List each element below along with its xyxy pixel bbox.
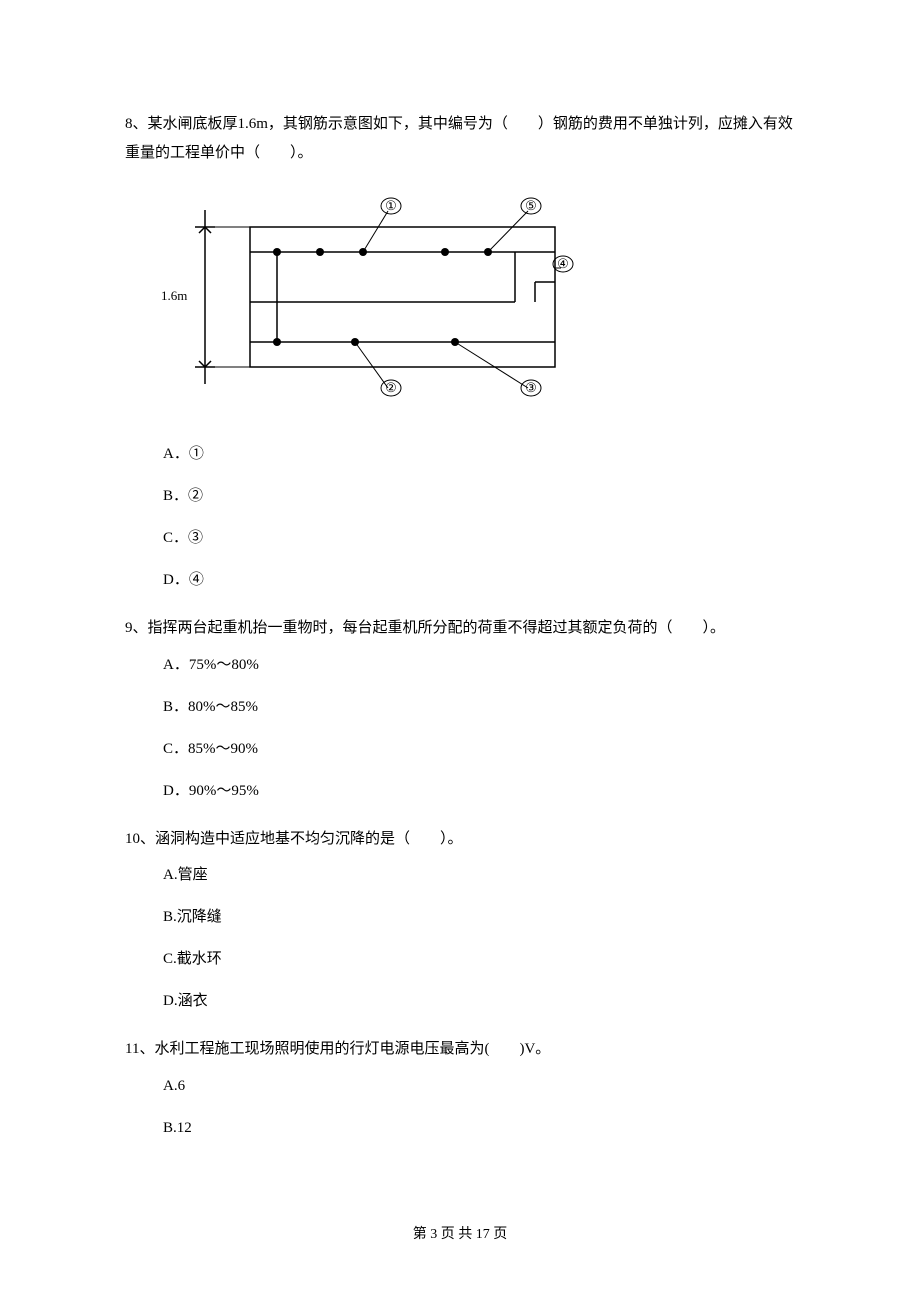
page-number: 第 3 页 共 17 页 xyxy=(413,1227,508,1242)
question-10: 10、涵洞构造中适应地基不均匀沉降的是（ ）。 A.管座 B.沉降缝 C.截水环… xyxy=(125,825,795,1014)
question-11-options: A.6 B.12 xyxy=(125,1074,795,1140)
option-10-d: D.涵衣 xyxy=(163,989,795,1013)
page-footer: 第 3 页 共 17 页 xyxy=(0,1222,920,1247)
option-8-a: A．① xyxy=(163,442,795,466)
option-10-c: C.截水环 xyxy=(163,947,795,971)
option-9-c: C．85%～90% xyxy=(163,737,795,761)
question-10-options: A.管座 B.沉降缝 C.截水环 D.涵衣 xyxy=(125,863,795,1013)
question-8-body: 某水闸底板厚1.6m，其钢筋示意图如下，其中编号为（ ）钢筋的费用不单独计列，应… xyxy=(125,116,793,161)
option-11-b: B.12 xyxy=(163,1116,795,1140)
question-11-number: 11、 xyxy=(125,1041,154,1057)
svg-text:④: ④ xyxy=(557,256,569,271)
question-8-options: A．① B．② C．③ D．④ xyxy=(125,442,795,592)
question-10-number: 10、 xyxy=(125,831,155,847)
option-9-d: D．90%～95% xyxy=(163,779,795,803)
question-11: 11、水利工程施工现场照明使用的行灯电源电压最高为( )V。 A.6 B.12 xyxy=(125,1035,795,1140)
option-10-a: A.管座 xyxy=(163,863,795,887)
option-8-d: D．④ xyxy=(163,568,795,592)
option-8-b: B．② xyxy=(163,484,795,508)
question-8-number: 8、 xyxy=(125,116,148,132)
option-9-a: A．75%～80% xyxy=(163,653,795,677)
svg-text:⑤: ⑤ xyxy=(525,198,537,213)
option-10-b: B.沉降缝 xyxy=(163,905,795,929)
question-11-body: 水利工程施工现场照明使用的行灯电源电压最高为( )V。 xyxy=(154,1041,550,1057)
question-10-body: 涵洞构造中适应地基不均匀沉降的是（ ）。 xyxy=(155,831,463,847)
option-8-c: C．③ xyxy=(163,526,795,550)
question-8: 8、某水闸底板厚1.6m，其钢筋示意图如下，其中编号为（ ）钢筋的费用不单独计列… xyxy=(125,110,795,592)
question-11-text: 11、水利工程施工现场照明使用的行灯电源电压最高为( )V。 xyxy=(125,1035,795,1064)
question-10-text: 10、涵洞构造中适应地基不均匀沉降的是（ ）。 xyxy=(125,825,795,854)
option-9-b: B．80%～85% xyxy=(163,695,795,719)
question-8-text: 8、某水闸底板厚1.6m，其钢筋示意图如下，其中编号为（ ）钢筋的费用不单独计列… xyxy=(125,110,795,167)
question-9-body: 指挥两台起重机抬一重物时，每台起重机所分配的荷重不得超过其额定负荷的（ ）。 xyxy=(148,620,726,636)
question-9-number: 9、 xyxy=(125,620,148,636)
question-9: 9、指挥两台起重机抬一重物时，每台起重机所分配的荷重不得超过其额定负荷的（ ）。… xyxy=(125,614,795,803)
svg-text:①: ① xyxy=(385,198,397,213)
question-9-text: 9、指挥两台起重机抬一重物时，每台起重机所分配的荷重不得超过其额定负荷的（ ）。 xyxy=(125,614,795,643)
option-11-a: A.6 xyxy=(163,1074,795,1098)
svg-text:②: ② xyxy=(385,380,397,395)
svg-text:③: ③ xyxy=(525,380,537,395)
svg-text:1.6m: 1.6m xyxy=(161,288,187,303)
question-9-options: A．75%～80% B．80%～85% C．85%～90% D．90%～95% xyxy=(125,653,795,803)
rebar-diagram: ① ⑤ ④ ② ③ 1.6m xyxy=(155,192,795,412)
rebar-diagram-svg: ① ⑤ ④ ② ③ 1.6m xyxy=(155,192,575,402)
